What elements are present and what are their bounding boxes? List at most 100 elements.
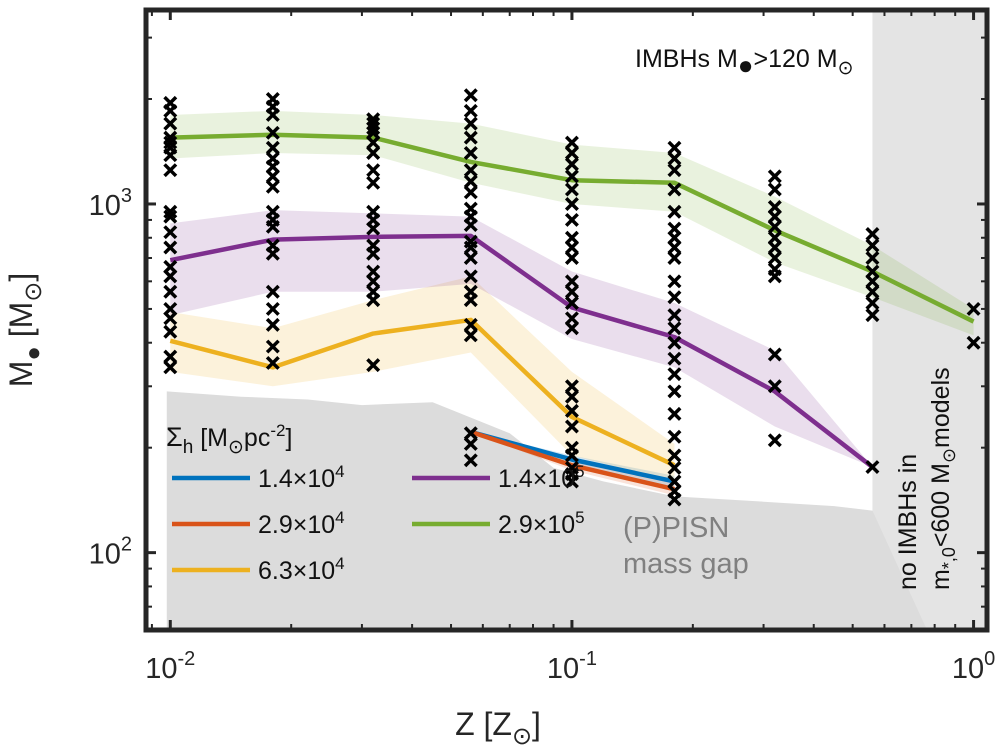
scatter-point <box>564 311 579 326</box>
scatter-point <box>564 284 579 299</box>
legend-label-0: 1.4×104 <box>258 462 345 493</box>
scatter-point <box>767 182 782 197</box>
scatter-point <box>163 103 178 118</box>
scatter-point <box>463 218 478 233</box>
imbh-annotation: IMBHs M●>120 M⊙ <box>635 45 854 80</box>
legend-label-4: 2.9×105 <box>498 508 585 539</box>
series-lines <box>169 132 975 492</box>
scatter-point <box>564 403 579 418</box>
series-band-3 <box>170 210 873 468</box>
series-line-1 <box>470 429 675 492</box>
scatter-point <box>865 238 880 253</box>
scatter-point <box>667 460 682 475</box>
scatter-point <box>667 406 682 421</box>
scatter-point <box>163 301 178 316</box>
scatter-point <box>163 269 178 284</box>
scatter-point <box>667 429 682 444</box>
scatter-point <box>163 240 178 255</box>
scatter-point <box>163 311 178 326</box>
scatter-point <box>564 448 579 463</box>
series-line-2 <box>169 317 676 468</box>
scatter-point <box>163 116 178 131</box>
scatter-point <box>865 284 880 299</box>
scatter-point <box>564 240 579 255</box>
scatter-point <box>366 264 381 279</box>
scatter-point <box>564 230 579 245</box>
y-tick-label: 103 <box>89 185 132 222</box>
scatter-point <box>767 169 782 184</box>
scatter-point <box>865 251 880 265</box>
scatter-point <box>767 347 782 362</box>
scatter-point <box>163 148 178 163</box>
legend-label-1: 2.9×104 <box>258 508 345 539</box>
scatter-point <box>564 389 579 404</box>
scatter-point <box>463 317 478 332</box>
scatter-point <box>667 448 682 463</box>
scatter-point <box>463 436 478 451</box>
scatter-point <box>667 321 682 336</box>
x-tick-label: 10-1 <box>547 648 597 685</box>
scatter-point <box>667 182 682 197</box>
scatter-point <box>163 324 178 339</box>
scatter-point <box>667 335 682 350</box>
scatter-point <box>667 140 682 155</box>
no-imbh-line2: m*,0<600 M⊙models <box>927 367 959 590</box>
scatter-point <box>265 107 280 122</box>
svg-text:M● [M⊙]: M● [M⊙] <box>3 273 47 388</box>
scatter-point <box>667 274 682 289</box>
scatter-point <box>265 179 280 194</box>
scatter-point <box>966 335 981 350</box>
scatter-point <box>366 135 381 150</box>
scatter-point <box>463 293 478 308</box>
scatter-point <box>667 221 682 236</box>
scatter-point <box>564 379 579 394</box>
scatter-point <box>564 212 579 227</box>
scatter-point <box>163 225 178 240</box>
no-imbh-line1: no IMBHs in <box>894 454 922 590</box>
scatter-point <box>463 88 478 103</box>
scatter-point <box>265 159 280 174</box>
scatter-point <box>865 274 880 289</box>
scatter-point <box>564 474 579 489</box>
x-tick-label: 10-2 <box>145 648 195 685</box>
scatter-point <box>667 492 682 507</box>
scatter-point <box>564 182 579 197</box>
scatter-point <box>564 274 579 289</box>
scatter-point <box>667 367 682 382</box>
scatter-point <box>366 125 381 140</box>
scatter-point <box>265 219 280 234</box>
scatter-point <box>463 163 478 178</box>
scatter-point <box>366 293 381 308</box>
pisn-gap-label-line1: (P)PISN <box>623 512 729 544</box>
scatter-point <box>667 240 682 255</box>
no-imbh-annotation: no IMBHs in m*,0<600 M⊙models <box>894 367 959 590</box>
scatter-markers <box>163 88 981 507</box>
x-tick-label: 100 <box>952 648 995 685</box>
scatter-point <box>767 379 782 394</box>
scatter-point <box>966 301 981 316</box>
scatter-point <box>865 296 880 310</box>
scatter-point <box>767 240 782 255</box>
scatter-point <box>463 453 478 468</box>
scatter-point <box>366 246 381 261</box>
scatter-point <box>564 157 579 172</box>
scatter-point <box>163 259 178 274</box>
scatter-point <box>463 240 478 255</box>
scatter-point <box>265 284 280 299</box>
scatter-point <box>163 284 178 299</box>
scatter-point <box>667 230 682 245</box>
scatter-point <box>667 163 682 178</box>
scatter-point <box>463 116 478 131</box>
scatter-point <box>366 175 381 190</box>
scatter-point <box>463 103 478 118</box>
series-band-2 <box>170 276 675 482</box>
scatter-point <box>366 163 381 178</box>
scatter-point <box>564 321 579 336</box>
scatter-point <box>564 196 579 211</box>
pisn-gap-label-line2: mass gap <box>623 548 749 580</box>
scatter-point <box>463 130 478 145</box>
x-axis-ticks: 10-2 10-1 100 <box>145 10 995 685</box>
scatter-point <box>265 301 280 316</box>
scatter-point <box>564 296 579 310</box>
scatter-point <box>667 384 682 399</box>
